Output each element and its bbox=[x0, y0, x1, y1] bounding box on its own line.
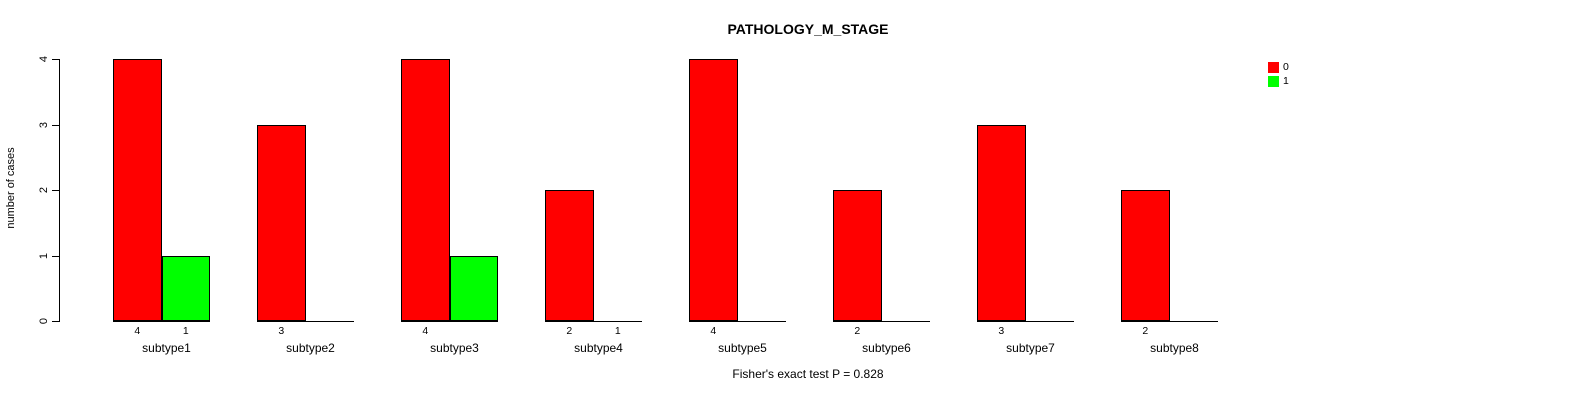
fisher-test-annotation: Fisher's exact test P = 0.828 bbox=[732, 367, 884, 381]
y-axis-tick bbox=[52, 59, 59, 60]
bar-value-label-subtype6-series0: 2 bbox=[854, 325, 861, 337]
bar-subtype4-series0 bbox=[545, 190, 594, 321]
legend-label-1: 1 bbox=[1283, 75, 1289, 87]
baseline-subtype2 bbox=[257, 321, 354, 322]
baseline-subtype1 bbox=[113, 321, 210, 322]
baseline-subtype6 bbox=[833, 321, 930, 322]
y-axis-tick-label: 3 bbox=[38, 121, 50, 128]
legend-item-0: 0 bbox=[1268, 62, 1289, 73]
bar-subtype7-series0 bbox=[977, 124, 1026, 321]
y-axis-tick bbox=[52, 255, 59, 257]
bar-value-label-subtype4-series1: 1 bbox=[614, 325, 621, 337]
category-label-subtype7: subtype7 bbox=[1006, 341, 1055, 355]
category-label-subtype6: subtype6 bbox=[862, 341, 911, 355]
baseline-subtype3 bbox=[401, 321, 498, 322]
baseline-subtype4 bbox=[545, 321, 642, 322]
y-axis-tick-label: 1 bbox=[38, 252, 50, 259]
bar-subtype2-series0 bbox=[257, 124, 306, 321]
bar-subtype3-series1 bbox=[449, 255, 498, 321]
category-label-subtype8: subtype8 bbox=[1150, 341, 1199, 355]
legend-swatch-0 bbox=[1268, 62, 1279, 73]
category-label-subtype4: subtype4 bbox=[574, 341, 623, 355]
bar-subtype6-series0 bbox=[833, 190, 882, 321]
legend-item-1: 1 bbox=[1268, 76, 1289, 87]
bar-value-label-subtype3-series0: 4 bbox=[422, 325, 429, 337]
bar-subtype1-series0 bbox=[113, 59, 162, 321]
y-axis-tick-label: 4 bbox=[38, 55, 50, 63]
y-axis-tick bbox=[52, 190, 59, 191]
category-label-subtype3: subtype3 bbox=[430, 341, 479, 355]
y-axis-tick bbox=[52, 321, 59, 322]
bar-subtype1-series1 bbox=[161, 255, 210, 321]
bar-value-label-subtype1-series1: 1 bbox=[182, 325, 189, 337]
bar-value-label-subtype5-series0: 4 bbox=[710, 325, 717, 337]
baseline-subtype8 bbox=[1121, 321, 1218, 322]
legend-label-0: 0 bbox=[1283, 61, 1289, 73]
baseline-subtype5 bbox=[689, 321, 786, 322]
y-axis-tick bbox=[52, 124, 59, 126]
bar-value-label-subtype7-series0: 3 bbox=[998, 325, 1005, 337]
chart-title: PATHOLOGY_M_STAGE bbox=[727, 21, 889, 37]
bar-value-label-subtype2-series0: 3 bbox=[278, 325, 285, 337]
category-label-subtype2: subtype2 bbox=[286, 341, 335, 355]
baseline-subtype7 bbox=[977, 321, 1074, 322]
bar-subtype3-series0 bbox=[401, 59, 450, 321]
bar-subtype5-series0 bbox=[689, 59, 738, 321]
y-axis-tick-label: 0 bbox=[38, 317, 50, 325]
bar-value-label-subtype4-series0: 2 bbox=[566, 325, 573, 337]
bar-subtype8-series0 bbox=[1121, 190, 1170, 321]
y-axis-tick-label: 2 bbox=[38, 186, 50, 194]
category-label-subtype1: subtype1 bbox=[142, 341, 191, 355]
legend-swatch-1 bbox=[1268, 76, 1279, 87]
y-axis-line bbox=[59, 59, 60, 322]
bar-value-label-subtype1-series0: 4 bbox=[134, 325, 141, 337]
category-label-subtype5: subtype5 bbox=[718, 341, 767, 355]
bar-value-label-subtype8-series0: 2 bbox=[1142, 325, 1149, 337]
